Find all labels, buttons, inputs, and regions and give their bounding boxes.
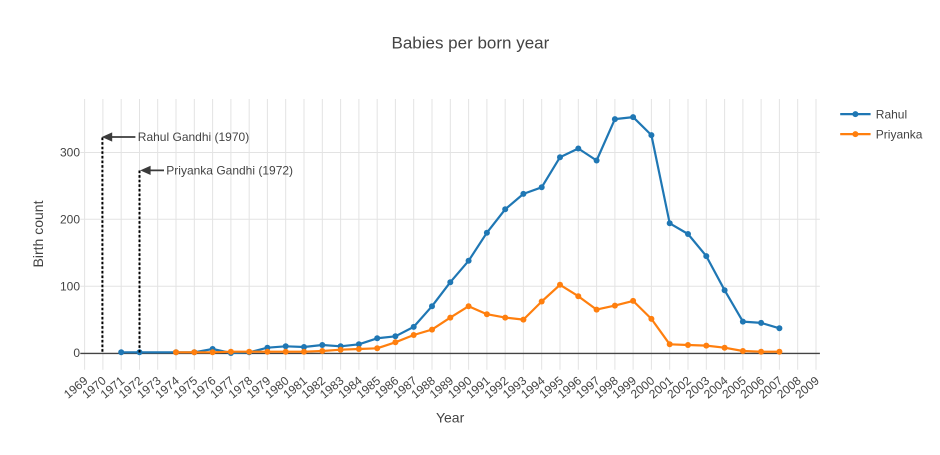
svg-text:200: 200 xyxy=(60,213,80,227)
svg-text:Birth count: Birth count xyxy=(30,200,46,267)
svg-text:Priyanka Gandhi (1972): Priyanka Gandhi (1972) xyxy=(166,164,293,178)
svg-text:Year: Year xyxy=(436,409,465,425)
svg-text:Rahul Gandhi (1970): Rahul Gandhi (1970) xyxy=(138,130,249,144)
svg-text:0: 0 xyxy=(73,346,80,360)
svg-text:100: 100 xyxy=(60,279,80,293)
svg-text:Priyanka: Priyanka xyxy=(876,127,923,141)
svg-text:300: 300 xyxy=(60,146,80,160)
svg-text:Rahul: Rahul xyxy=(876,107,907,121)
svg-text:Babies per born year: Babies per born year xyxy=(391,34,549,53)
